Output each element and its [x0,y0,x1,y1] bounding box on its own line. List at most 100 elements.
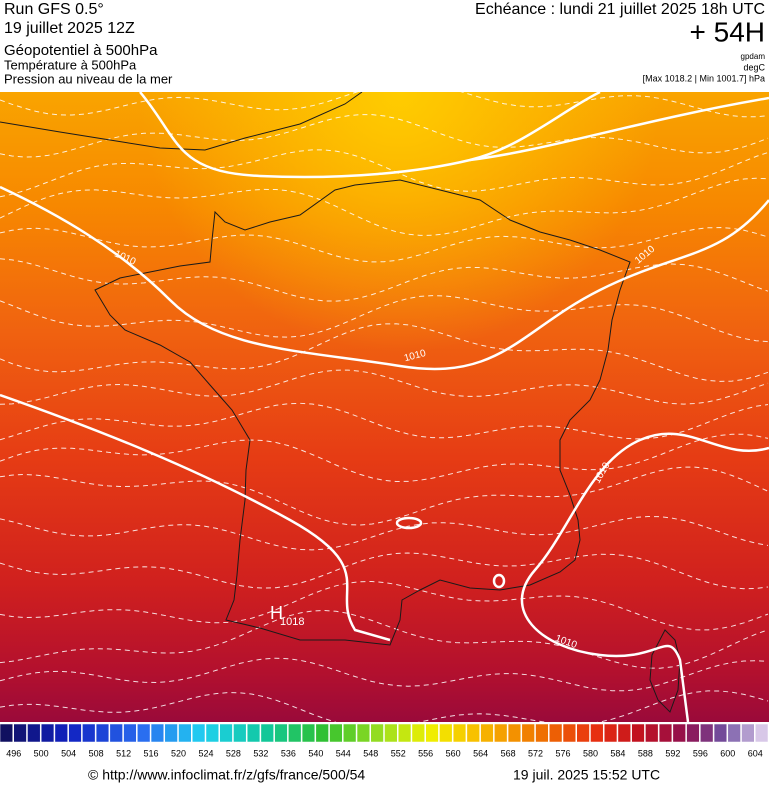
colorbar-label: 508 [89,748,104,758]
colorbar-label: 584 [610,748,625,758]
colorbar-swatch [356,723,371,743]
colorbar-swatch [452,723,467,743]
colorbar-swatch [260,723,274,743]
colorbar-swatch [411,723,425,743]
isobar [0,185,769,371]
colorbar-swatch [0,723,13,743]
isobar [520,432,769,722]
colorbar-label: 512 [116,748,131,758]
colorbar-swatch [507,723,522,743]
colorbar-label: 500 [34,748,49,758]
corsica [649,629,681,713]
colorbar-swatch [54,723,68,743]
dashed-contour [0,433,769,483]
colorbar-swatch [480,723,494,743]
colorbar-swatch [370,723,384,743]
colorbar-swatch [686,723,700,743]
dashed-contour [0,92,769,118]
colorbar-label: 556 [418,748,433,758]
colorbar-swatch [727,723,741,743]
colorbar-swatch [246,723,261,743]
colorbar-swatch [603,723,618,743]
isobar [139,92,601,179]
dashed-contour [0,657,769,692]
field: Géopotentiel à 500hPa [4,42,158,59]
colorbar-swatch [109,723,123,743]
colorbar-swatch [466,723,480,743]
colorbar-swatch [755,723,769,743]
colorbar-label: 524 [198,748,213,758]
colorbar-swatch [233,723,247,743]
colorbar-swatch [178,723,192,743]
run: Run GFS 0.5° [4,1,104,18]
field: Température à 500hPa [4,57,137,72]
colorbar-label: 592 [665,748,680,758]
run-date: 19 juillet 2025 12Z [4,20,135,37]
dashed-contour [0,177,769,236]
dashed-contour [0,323,769,382]
unit: gpdam [741,52,766,61]
dashed-contour [0,552,769,590]
colorbar-swatch [617,723,631,743]
forecast-step: + 54H [690,16,766,47]
colorbar-label: 504 [61,748,76,758]
colorbar-swatch [562,723,577,743]
colorbar-swatch [150,723,165,743]
colorbar-swatch [329,723,343,743]
colorbar-swatch [590,723,604,743]
colorbar-swatch [274,723,288,743]
dashed-contour [0,580,769,631]
colorbar-label: 528 [226,748,241,758]
colorbar-swatch [219,723,233,743]
colorbar-swatch [645,723,659,743]
colorbar-label: 552 [391,748,406,758]
colorbar-label: 544 [336,748,351,758]
colorbar-swatch [672,723,686,743]
colorbar-swatch [425,723,439,743]
colorbar-swatch [288,723,302,743]
colorbar-swatch [549,723,563,743]
isobar [0,393,391,642]
colorbar-swatch [40,723,55,743]
colorbar-swatch [576,723,590,743]
dashed-contour [0,609,769,669]
colorbar-swatch [741,723,755,743]
isobar [395,516,423,530]
colorbar-label: 532 [253,748,268,758]
colorbar-swatch [397,723,412,743]
echeance: Echéance : lundi 21 juillet 2025 18h UTC [475,1,765,18]
dashed-contour [0,258,769,302]
colorbar-swatch [521,723,535,743]
geopotential-contours [0,92,769,722]
colorbar-swatch [535,723,549,743]
colorbar-label: 564 [473,748,488,758]
warm-core [0,92,769,722]
dashed-contour [0,369,769,405]
colorbar-swatch [494,723,508,743]
colorbar-swatch [658,723,673,743]
colorbar-label: 536 [281,748,296,758]
colorbar-label: 572 [528,748,543,758]
colorbar-label: 568 [501,748,516,758]
colorbar-label: 588 [638,748,653,758]
coastline [0,92,363,151]
isobar [469,96,769,162]
colorbar-swatch [164,723,178,743]
colorbar-swatch [343,723,357,743]
colorbar-label: 596 [693,748,708,758]
colorbar-swatch [384,723,398,743]
field: Pression au niveau de la mer [4,71,173,86]
dashed-contour [0,690,769,722]
colorbar-swatch [13,723,27,743]
dashed-contour [0,515,769,551]
colorbar-swatch [439,723,453,743]
source: © http://www.infoclimat.fr/z/gfs/france/… [88,767,365,783]
colorbar-swatch [700,723,714,743]
france-outline [94,179,631,646]
colorbar: 496 500 504 508 512 516 520 524 528 532 536 540 544 5… [0,723,769,758]
pressure-range: [Max 1018.2 | Min 1001.7] hPa [643,73,765,83]
colorbar-swatch [301,723,316,743]
unit: degC [743,62,765,72]
